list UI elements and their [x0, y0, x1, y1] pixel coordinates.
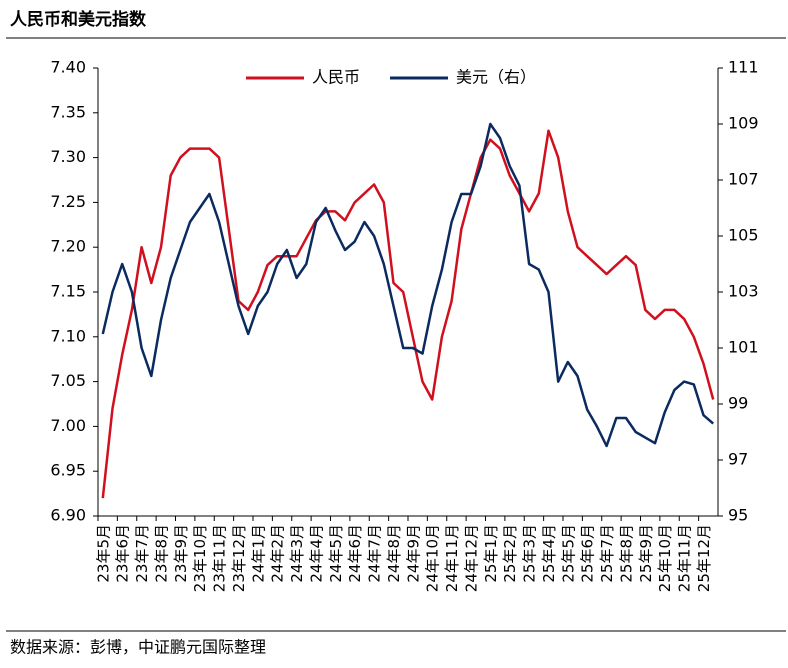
- y-tick-label: 7.30: [50, 147, 86, 166]
- x-tick-label: 25年2月: [501, 524, 519, 583]
- y-tick-label: 7.15: [50, 282, 86, 301]
- y-tick-label: 6.95: [50, 461, 86, 480]
- x-tick-label: 25年3月: [521, 524, 539, 583]
- chart-title: 人民币和美元指数: [10, 9, 147, 30]
- y-tick-label: 7.00: [50, 416, 86, 435]
- y2-tick-label: 99: [728, 394, 748, 413]
- y2-tick-label: 101: [728, 338, 759, 357]
- x-tick-label: 25年12月: [695, 524, 713, 592]
- series-line: [101, 129, 715, 499]
- y-tick-label: 7.35: [50, 102, 86, 121]
- source-note: 数据来源：彭博，中证鹏元国际整理: [10, 638, 266, 657]
- x-tick-label: 24年6月: [346, 524, 364, 583]
- y2-tick-label: 97: [728, 450, 748, 469]
- x-tick-label: 24年11月: [443, 524, 461, 592]
- x-tick-label: 25年1月: [482, 524, 500, 583]
- x-tick-label: 25年9月: [637, 524, 655, 583]
- x-tick-label: 23年8月: [152, 524, 170, 583]
- x-tick-label: 23年12月: [230, 524, 248, 592]
- x-tick-label: 25年6月: [579, 524, 597, 583]
- x-tick-label: 23年6月: [114, 524, 132, 583]
- y2-tick-label: 111: [728, 58, 759, 77]
- x-tick-label: 24年9月: [404, 524, 422, 583]
- y2-tick-label: 109: [728, 114, 759, 133]
- y2-tick-label: 103: [728, 282, 759, 301]
- x-tick-label: 24年7月: [366, 524, 384, 583]
- x-tick-label: 24年5月: [327, 524, 345, 583]
- x-tick-label: 25年5月: [559, 524, 577, 583]
- legend-label: 人民币: [312, 68, 360, 87]
- y-tick-label: 7.25: [50, 192, 86, 211]
- y2-tick-label: 107: [728, 170, 759, 189]
- x-tick-label: 24年2月: [269, 524, 287, 583]
- x-tick-label: 23年9月: [172, 524, 190, 583]
- y-tick-label: 7.05: [50, 371, 86, 390]
- x-tick-label: 24年3月: [288, 524, 306, 583]
- x-tick-label: 25年4月: [540, 524, 558, 583]
- x-tick-label: 23年11月: [211, 524, 229, 592]
- y-tick-label: 7.20: [50, 237, 86, 256]
- x-tick-label: 23年5月: [94, 524, 112, 583]
- x-tick-label: 24年10月: [424, 524, 442, 592]
- legend-label: 美元（右）: [456, 68, 536, 87]
- x-tick-label: 25年11月: [676, 524, 694, 592]
- x-tick-label: 25年7月: [598, 524, 616, 583]
- x-tick-label: 24年4月: [307, 524, 325, 583]
- y-tick-label: 7.40: [50, 58, 86, 77]
- x-tick-label: 24年1月: [249, 524, 267, 583]
- x-tick-label: 24年8月: [385, 524, 403, 583]
- x-tick-label: 25年10月: [656, 524, 674, 592]
- x-tick-label: 24年12月: [462, 524, 480, 592]
- y-tick-label: 7.10: [50, 326, 86, 345]
- y2-tick-label: 105: [728, 226, 759, 245]
- x-tick-label: 23年10月: [191, 524, 209, 592]
- y-tick-label: 6.90: [50, 506, 86, 525]
- series-line: [101, 122, 715, 448]
- x-tick-label: 23年7月: [133, 524, 151, 583]
- x-tick-label: 25年8月: [617, 524, 635, 583]
- y2-tick-label: 95: [728, 506, 748, 525]
